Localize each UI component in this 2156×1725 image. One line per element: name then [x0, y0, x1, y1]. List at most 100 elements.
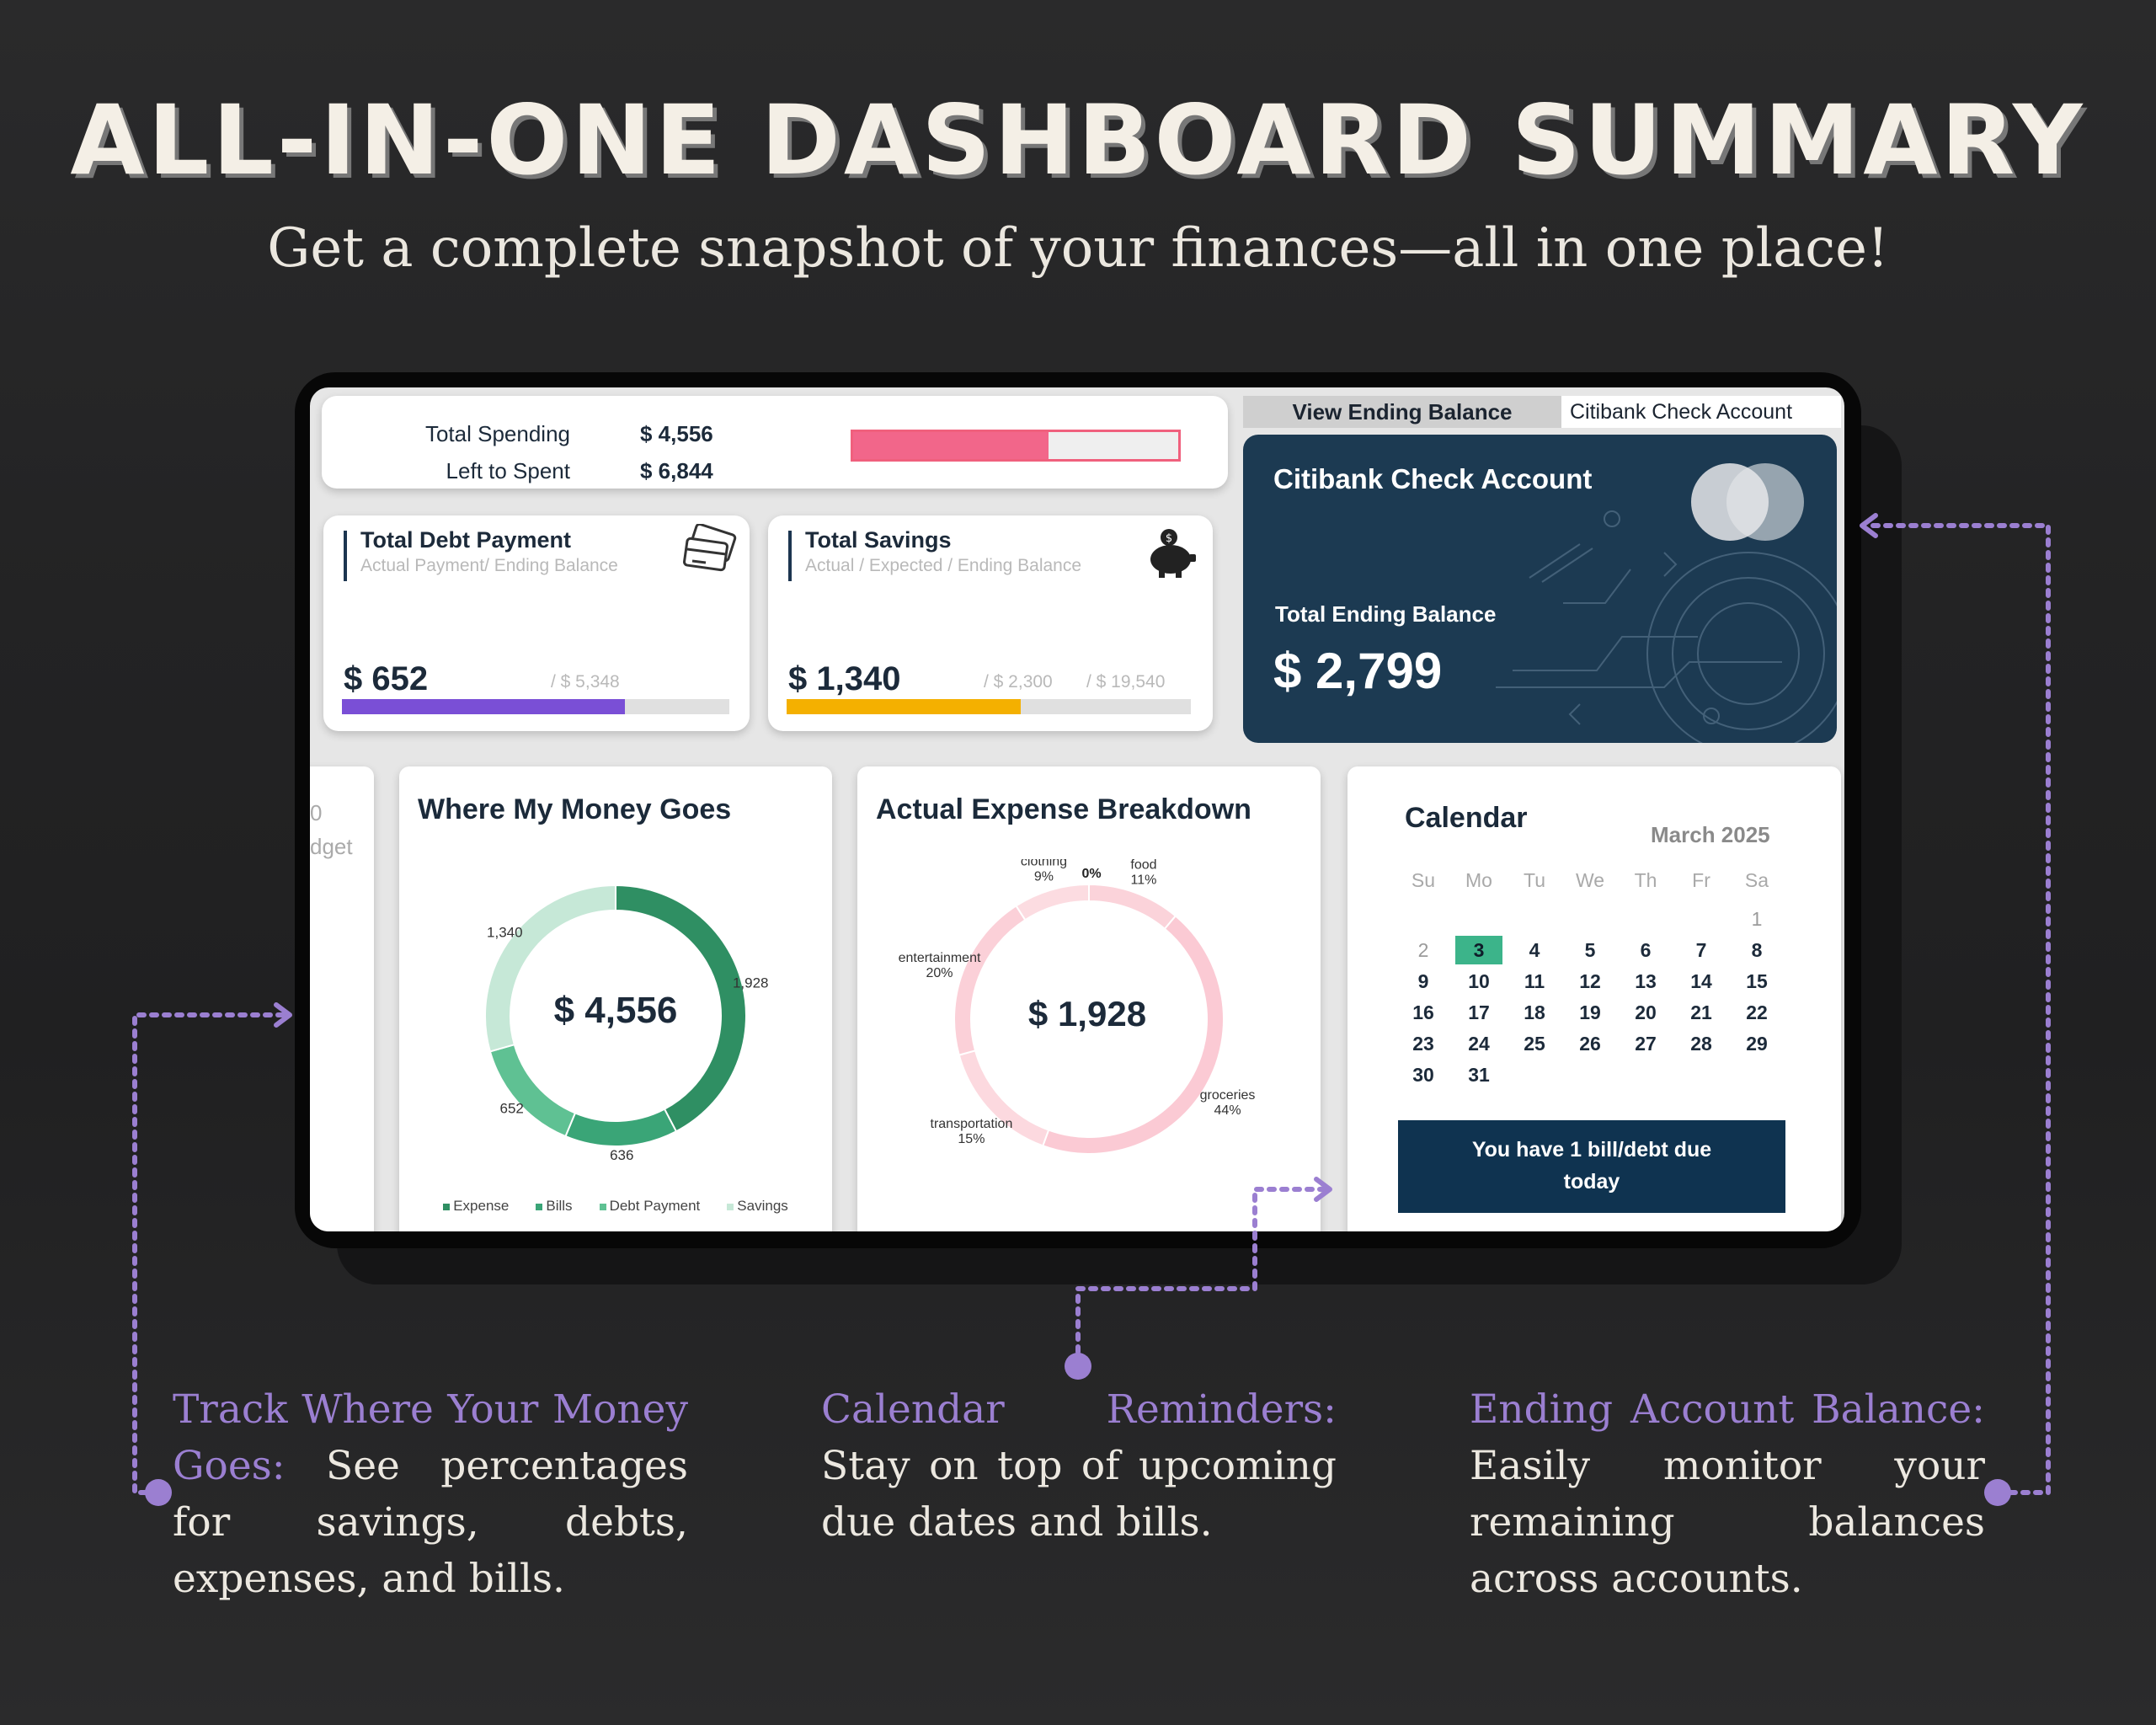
- slice-category-label: clothing: [1021, 859, 1067, 869]
- calendar-day[interactable]: 24: [1468, 1033, 1490, 1055]
- calendar-day[interactable]: 26: [1579, 1033, 1601, 1055]
- calendar-day[interactable]: 6: [1640, 939, 1652, 961]
- slice-category-label: groceries: [1200, 1088, 1256, 1103]
- caption-calendar-highlight: Calendar Reminders:: [821, 1386, 1337, 1433]
- left-to-spend-value: $ 6,844: [640, 458, 713, 483]
- debt-card-title: Total Debt Payment: [360, 527, 572, 553]
- donut-data-label: 652: [500, 1101, 524, 1117]
- legend-item: Expense: [443, 1198, 509, 1214]
- calendar-day[interactable]: 22: [1746, 1001, 1768, 1023]
- calendar-day[interactable]: 31: [1468, 1064, 1490, 1086]
- calendar-day[interactable]: 28: [1690, 1033, 1712, 1055]
- calendar-day[interactable]: 23: [1412, 1033, 1434, 1055]
- debt-card-subtitle: Actual Payment/ Ending Balance: [360, 556, 618, 575]
- calendar-day[interactable]: 10: [1468, 970, 1490, 992]
- calendar-weekday: We: [1575, 869, 1605, 891]
- expense-breakdown-panel: Actual Expense Breakdown food 11% grocerie…: [857, 766, 1321, 1231]
- money-goes-donut-chart: 1,928 636 652 1,340: [484, 884, 769, 1162]
- calendar-day[interactable]: 5: [1584, 939, 1596, 961]
- account-select[interactable]: Citibank Check Account: [1561, 396, 1841, 428]
- credit-card-icon: [683, 524, 737, 572]
- calendar-day[interactable]: 30: [1412, 1064, 1434, 1086]
- calendar-weekday: Mo: [1465, 869, 1492, 891]
- calendar-panel: Calendar March 2025 Su Mo Tu We Th Fr Sa 1 2 3 4 5 6…: [1348, 766, 1841, 1231]
- total-spending-value: $ 4,556: [640, 421, 713, 446]
- money-goes-title: Where My Money Goes: [418, 793, 732, 825]
- slice-percent-label: 0%: [1081, 867, 1101, 881]
- calendar-day[interactable]: 27: [1635, 1033, 1657, 1055]
- savings-card-ending: / $ 19,540: [1086, 672, 1166, 692]
- debt-card-ending: / $ 5,348: [551, 672, 620, 692]
- savings-card-subtitle: Actual / Expected / Ending Balance: [805, 556, 1082, 575]
- slice-percent-label: 15%: [958, 1132, 985, 1146]
- calendar-day[interactable]: 18: [1524, 1001, 1545, 1023]
- caption-balance-text: Easily monitor your remaining balances a…: [1470, 1443, 1985, 1602]
- calendar-day[interactable]: 25: [1524, 1033, 1545, 1055]
- calendar-day[interactable]: 29: [1746, 1033, 1768, 1055]
- calendar-day[interactable]: 2: [1417, 939, 1429, 961]
- caption-calendar-text: Stay on top of upcoming due dates and bi…: [821, 1443, 1337, 1546]
- calendar-day[interactable]: 3: [1455, 936, 1502, 964]
- calendar-day[interactable]: 8: [1751, 939, 1763, 961]
- partial-panel-label: dget: [310, 834, 353, 859]
- spending-progress-bar: [851, 430, 1181, 462]
- legend-swatch: [443, 1204, 451, 1210]
- donut-data-label: 636: [610, 1147, 633, 1162]
- donut-data-label: 1,340: [487, 925, 523, 941]
- money-goes-center-total: $ 4,556: [553, 990, 678, 1031]
- calendar-day[interactable]: 14: [1690, 970, 1712, 992]
- savings-card-value: $ 1,340: [788, 660, 901, 697]
- legend-swatch: [727, 1204, 734, 1210]
- calendar-day[interactable]: 19: [1579, 1001, 1601, 1023]
- calendar-month: March 2025: [1651, 822, 1770, 847]
- calendar-day[interactable]: 11: [1524, 970, 1545, 992]
- view-ending-balance-tab[interactable]: View Ending Balance: [1243, 396, 1561, 428]
- legend-item: Bills: [536, 1198, 573, 1214]
- bill-due-line-1: You have 1 bill/debt due: [1471, 1138, 1712, 1162]
- calendar-weekday: Th: [1634, 869, 1657, 891]
- slice-percent-label: 44%: [1214, 1103, 1241, 1118]
- savings-progress-track: [787, 699, 1191, 714]
- money-goes-panel: Where My Money Goes 1,928 636 652 1,340 $ 4…: [399, 766, 832, 1231]
- legend-item: Savings: [727, 1198, 788, 1214]
- calendar-day[interactable]: 4: [1529, 939, 1540, 961]
- calendar-day[interactable]: 9: [1417, 970, 1429, 992]
- slice-category-label: food: [1130, 859, 1156, 872]
- bill-due-reminder[interactable]: You have 1 bill/debt due today: [1398, 1120, 1785, 1213]
- caption-ending-balance: Ending Account Balance: Easily monitor y…: [1470, 1381, 1985, 1607]
- savings-progress-fill: [787, 699, 1022, 714]
- caption-money-highlight: Track Where Your Money Goes:: [173, 1386, 688, 1489]
- expense-breakdown-title: Actual Expense Breakdown: [876, 793, 1251, 825]
- spending-progress-fill: [853, 432, 1049, 459]
- svg-text:$: $: [1166, 532, 1172, 545]
- calendar-day[interactable]: 21: [1690, 1001, 1712, 1023]
- legend-swatch: [536, 1204, 543, 1210]
- piggy-bank-icon: $: [1150, 529, 1196, 578]
- expense-breakdown-center-total: $ 1,928: [1027, 994, 1147, 1033]
- calendar-weekday: Sa: [1744, 869, 1769, 891]
- calendar-day[interactable]: 16: [1412, 1001, 1434, 1023]
- debt-progress-fill: [342, 699, 625, 714]
- calendar-day[interactable]: 17: [1468, 1001, 1490, 1023]
- caption-balance-highlight: Ending Account Balance:: [1470, 1386, 1985, 1433]
- calendar-day[interactable]: 12: [1579, 970, 1601, 992]
- left-to-spend-label: Left to Spent: [446, 458, 570, 483]
- donut-slice-clothing: [1015, 883, 1090, 921]
- calendar-title: Calendar: [1405, 802, 1528, 834]
- calendar-day[interactable]: 15: [1746, 970, 1768, 992]
- bill-due-line-2: today: [1563, 1170, 1620, 1194]
- donut-data-label: 1,928: [733, 975, 769, 991]
- ending-balance-value: $ 2,799: [1273, 643, 1443, 699]
- calendar-day[interactable]: 7: [1695, 939, 1707, 961]
- partial-panel-value: 0: [310, 800, 323, 825]
- calendar-day[interactable]: 13: [1635, 970, 1657, 992]
- spending-values: $ 4,556 $ 6,844: [640, 415, 713, 489]
- debt-card-value: $ 652: [344, 660, 429, 697]
- caption-money-text: See percentages for savings, debts, expe…: [173, 1443, 688, 1602]
- slice-percent-label: 9%: [1034, 870, 1054, 884]
- calendar-day[interactable]: 1: [1751, 908, 1763, 930]
- caption-money-tracking: Track Where Your Money Goes: See percent…: [173, 1381, 688, 1607]
- calendar-day[interactable]: 20: [1635, 1001, 1657, 1023]
